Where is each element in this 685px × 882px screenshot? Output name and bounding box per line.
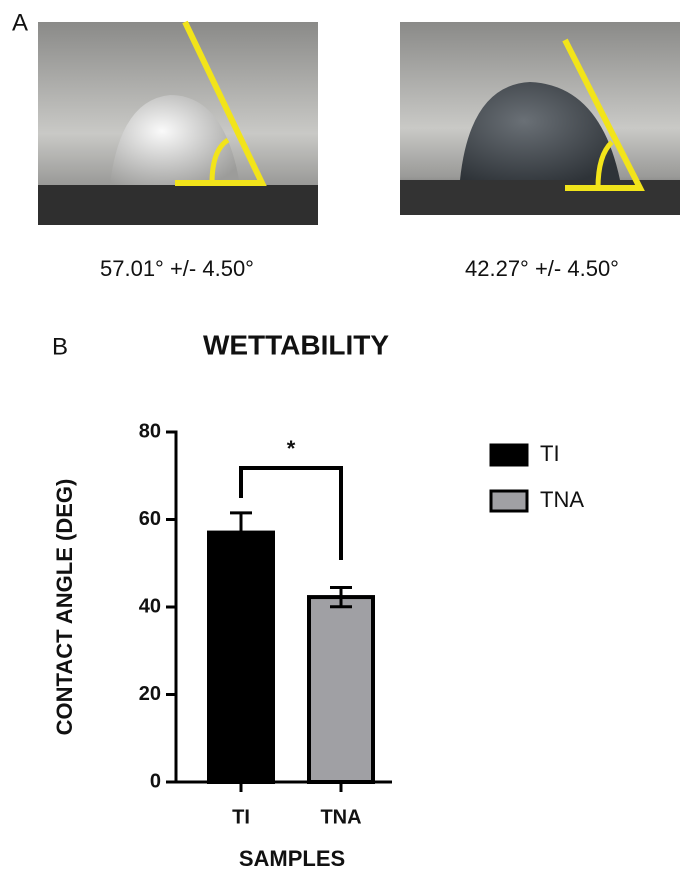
- legend-label: TI: [540, 441, 560, 466]
- photo: [38, 20, 318, 225]
- panel-label: B: [52, 333, 68, 360]
- y-tick-label: 0: [150, 770, 161, 792]
- panel-label: A: [12, 9, 28, 36]
- caption: 57.01° +/- 4.50°: [100, 256, 254, 281]
- significance-bracket: [239, 466, 343, 560]
- chart-title: WETTABILITY: [203, 329, 389, 360]
- error-bar: [330, 585, 352, 609]
- photo: [400, 22, 680, 215]
- x-tick-label: TI: [232, 806, 250, 828]
- legend-swatch: [489, 443, 529, 467]
- y-tick-label: 80: [139, 420, 161, 442]
- x-axis-label: SAMPLES: [239, 846, 345, 871]
- error-bar: [230, 511, 252, 554]
- x-tick-label: TNA: [320, 806, 361, 828]
- y-tick-label: 40: [139, 595, 161, 617]
- legend-swatch: [489, 489, 529, 513]
- annotation: *: [287, 436, 296, 461]
- legend-label: TNA: [540, 487, 584, 512]
- y-axis-label: CONTACT ANGLE (DEG): [52, 479, 77, 736]
- bar: [307, 595, 375, 784]
- caption: 42.27° +/- 4.50°: [465, 256, 619, 281]
- bar: [207, 530, 275, 784]
- y-tick-label: 20: [139, 683, 161, 705]
- y-tick-label: 60: [139, 508, 161, 530]
